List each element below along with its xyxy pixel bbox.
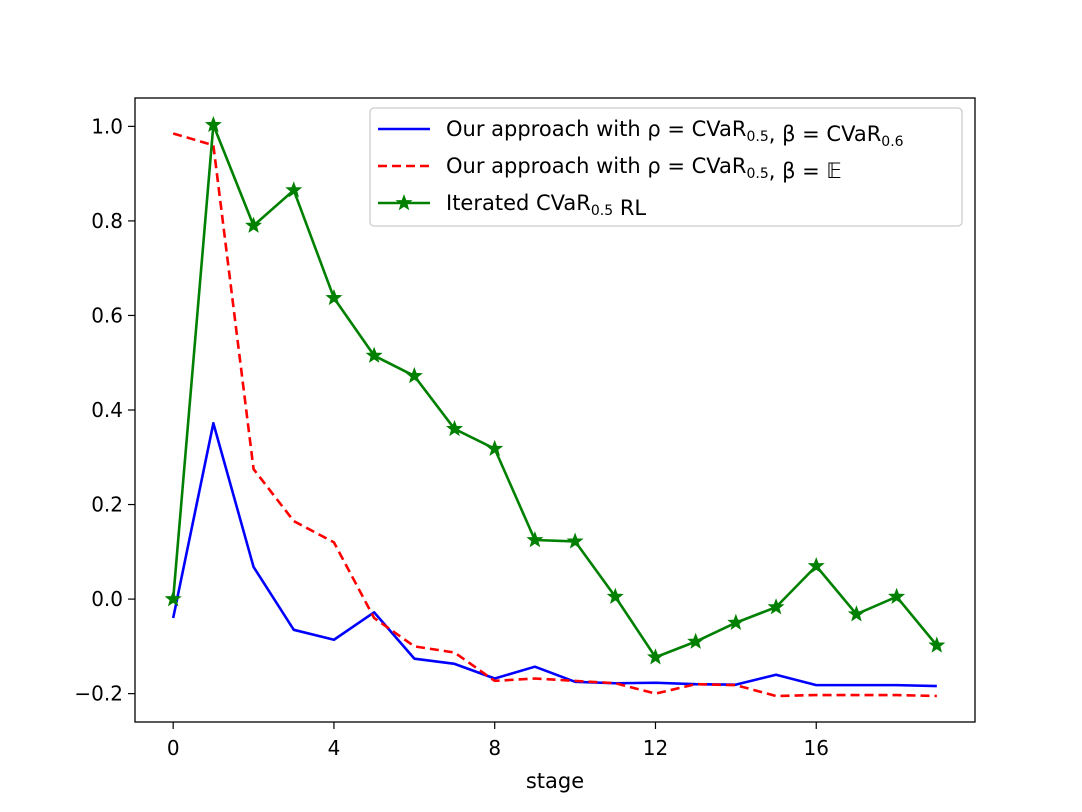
data-point-star — [486, 439, 504, 456]
data-point-star — [245, 216, 263, 233]
data-point-star — [566, 532, 584, 549]
data-point-star — [204, 116, 222, 133]
legend-text-part: , β = CVaR — [769, 122, 882, 146]
x-axis: 0 4 8 12 16 — [167, 722, 829, 760]
data-point-star — [727, 613, 745, 630]
data-point-star — [928, 636, 946, 653]
legend-subscript: 0.6 — [881, 134, 903, 150]
y-tick-label: 0.0 — [91, 587, 123, 611]
data-point-star — [365, 346, 383, 363]
data-point-star — [405, 367, 423, 384]
y-tick-label: 0.6 — [91, 303, 123, 327]
legend-star-icon — [395, 194, 413, 211]
data-point-star — [888, 587, 906, 604]
x-tick-label: 12 — [643, 736, 668, 760]
data-point-star — [526, 531, 544, 548]
data-point-star — [285, 181, 303, 198]
data-point-star — [847, 605, 865, 622]
y-tick-label: 0.4 — [91, 398, 123, 422]
data-point-star — [164, 590, 182, 607]
data-point-star — [325, 289, 343, 306]
y-axis: −0.2 0.0 0.2 0.4 0.6 0.8 1.0 — [74, 114, 135, 706]
series-line-1 — [171, 421, 937, 688]
legend-label-2: Our approach with ρ = CVaR0.5, β = 𝔼 — [446, 154, 842, 183]
legend-frame — [369, 107, 963, 227]
legend: Our approach with ρ = CVaR0.5, β = CVaR0… — [369, 107, 963, 227]
series-line-3 — [171, 123, 938, 659]
legend-text-part: Iterated CVaR — [446, 191, 591, 215]
data-point-star — [807, 557, 825, 574]
data-point-star — [606, 587, 624, 604]
x-tick-label: 0 — [167, 736, 180, 760]
y-tick-label: −0.2 — [74, 682, 123, 706]
data-point-star — [687, 632, 705, 649]
y-tick-label: 0.2 — [91, 493, 123, 517]
series-line-2 — [172, 132, 937, 698]
data-point-star — [446, 419, 464, 437]
y-tick-label: 0.8 — [91, 209, 123, 233]
legend-subscript: 0.5 — [746, 129, 768, 145]
x-axis-label: stage — [526, 769, 584, 793]
data-point-star — [767, 598, 785, 615]
x-tick-label: 16 — [804, 736, 829, 760]
legend-label-3: Iterated CVaR0.5 RL — [446, 191, 646, 220]
y-tick-label: 1.0 — [91, 114, 123, 138]
data-point-star — [646, 648, 664, 665]
legend-text-part: RL — [613, 196, 646, 220]
x-tick-label: 8 — [488, 736, 501, 760]
x-tick-label: 4 — [328, 736, 341, 760]
legend-text-part: Our approach with ρ = CVaR — [446, 117, 746, 141]
legend-text-part: , β = 𝔼 — [769, 159, 842, 183]
legend-text-part: Our approach with ρ = CVaR — [446, 154, 746, 178]
legend-subscript: 0.5 — [591, 203, 613, 219]
series-layer — [164, 116, 946, 698]
legend-label-1: Our approach with ρ = CVaR0.5, β = CVaR0… — [446, 117, 904, 150]
legend-subscript: 0.5 — [746, 166, 768, 182]
